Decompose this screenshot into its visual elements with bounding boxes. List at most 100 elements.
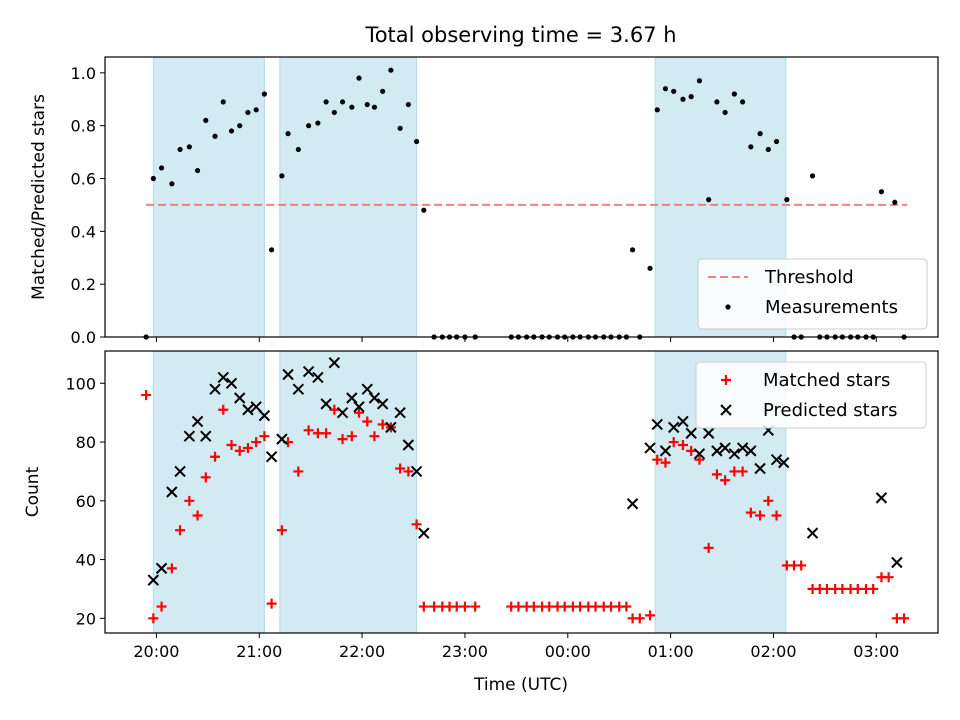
- predicted-stars-point: [265, 451, 278, 463]
- measurement-point: [414, 138, 420, 145]
- measurement-point: [696, 78, 703, 84]
- x-tick-label: 03:00: [853, 642, 899, 661]
- count-panel-ylabel: Count: [23, 466, 43, 517]
- predicted-stars-point: [891, 556, 903, 569]
- predicted-stars-point: [736, 442, 749, 454]
- measurement-point: [784, 197, 790, 203]
- matched-stars-point: [763, 495, 774, 506]
- x-tick-label: 01:00: [648, 642, 694, 661]
- measurement-point: [212, 133, 218, 139]
- matched-stars-point: [796, 560, 807, 571]
- measurement-point: [186, 144, 192, 150]
- predicted-stars-point: [875, 492, 888, 504]
- matched-stars-point: [276, 525, 287, 536]
- measurement-point: [757, 131, 763, 137]
- matched-stars-point: [660, 457, 671, 468]
- matched-stars-point: [148, 613, 159, 624]
- measurement-point: [765, 146, 771, 153]
- matched-stars-point: [192, 510, 203, 521]
- predicted-stars-point: [276, 433, 288, 445]
- matched-stars-point: [346, 431, 357, 442]
- matched-stars-point: [470, 601, 481, 612]
- legend-entry-label: Predicted stars: [763, 400, 897, 421]
- ratio-panel-legend: Threshold Measurements: [697, 258, 928, 330]
- predicted-stars-point: [320, 398, 332, 410]
- matched-stars-point: [395, 463, 406, 474]
- predicted-stars-point: [292, 383, 305, 395]
- matched-stars-point: [266, 598, 277, 609]
- x-tick-label: 20:00: [133, 642, 179, 661]
- predicted-stars-point: [353, 401, 365, 413]
- y-tick-label: 20: [76, 609, 96, 628]
- measurement-point: [356, 75, 362, 81]
- measurement-point: [245, 109, 251, 116]
- predicted-stars-point: [225, 377, 238, 390]
- matched-stars-point: [711, 469, 722, 480]
- matched-stars-point: [218, 404, 229, 415]
- measurement-point: [892, 199, 898, 205]
- ratio-panel: 0.0 0.2 0.4 0.6 0.8 1.0 Matched/Predicted sta…: [29, 56, 939, 347]
- legend-entry-label: Threshold: [764, 267, 854, 288]
- matched-stars-point: [694, 454, 705, 465]
- matched-stars-point: [686, 445, 697, 456]
- measurement-point: [706, 197, 712, 203]
- measurement-point: [809, 173, 816, 179]
- matched-stars-point: [369, 431, 380, 442]
- measurement-point: [654, 107, 660, 113]
- matched-stars-point: [156, 601, 167, 612]
- measurement-point: [220, 99, 226, 105]
- measurement-point: [339, 99, 346, 105]
- y-tick-label: 1.0: [71, 64, 96, 83]
- measurement-point: [237, 123, 243, 129]
- predicted-stars-point: [626, 498, 639, 510]
- predicted-stars-point: [147, 574, 160, 586]
- measurement-point: [349, 104, 355, 110]
- measurement-point: [748, 144, 754, 150]
- predicted-stars-point: [745, 445, 757, 457]
- predicted-stars-point: [155, 562, 168, 575]
- predicted-stars-point: [346, 392, 358, 404]
- measurement-point: [714, 99, 720, 105]
- predicted-stars-point: [719, 442, 731, 454]
- measurement-point: [773, 138, 780, 145]
- matched-stars-point: [459, 601, 470, 612]
- measurement-point: [269, 247, 275, 253]
- measurement-point: [662, 86, 669, 92]
- legend-predicted-swatch: [720, 404, 732, 416]
- x-axis-label: Time (UTC): [473, 675, 568, 695]
- y-tick-label: 0.6: [71, 170, 96, 189]
- measurement-point: [421, 207, 427, 213]
- measurement-point: [169, 181, 175, 187]
- predicted-stars-point: [394, 406, 406, 419]
- predicted-stars-point: [418, 527, 430, 539]
- chart-title: Total observing time = 3.67 h: [364, 23, 676, 47]
- measurement-point: [253, 107, 259, 113]
- measurement-point: [688, 94, 694, 100]
- observing-window-1: [279, 56, 418, 338]
- measurement-point: [671, 88, 677, 94]
- predicted-stars-point: [402, 439, 415, 451]
- measurement-point: [371, 104, 378, 110]
- predicted-stars-point: [217, 371, 229, 384]
- measurement-point: [261, 91, 268, 97]
- measurement-point: [731, 91, 737, 97]
- matched-stars-point: [184, 495, 195, 506]
- matched-stars-point: [755, 510, 766, 521]
- x-tick-label: 21:00: [236, 642, 282, 661]
- predicted-stars-point: [250, 401, 262, 413]
- legend-box: [695, 361, 927, 429]
- predicted-stars-point: [312, 371, 324, 384]
- matched-stars-point: [337, 434, 348, 445]
- y-tick-label: 0.0: [71, 328, 96, 347]
- y-tick-label: 80: [76, 433, 96, 452]
- measurement-point: [203, 117, 209, 123]
- matched-stars-point: [377, 419, 388, 430]
- predicted-stars-point: [166, 486, 178, 498]
- measurement-point: [629, 247, 636, 253]
- predicted-stars-point: [174, 465, 186, 478]
- matched-stars-point: [621, 601, 632, 612]
- ratio-panel-frame: [104, 56, 939, 338]
- matched-stars-point: [362, 416, 373, 427]
- predicted-stars-point: [328, 357, 341, 369]
- count-panel: 20 40 60 80 100 20:00 21:00 22:00 23:00 00:00 01:…: [23, 350, 939, 661]
